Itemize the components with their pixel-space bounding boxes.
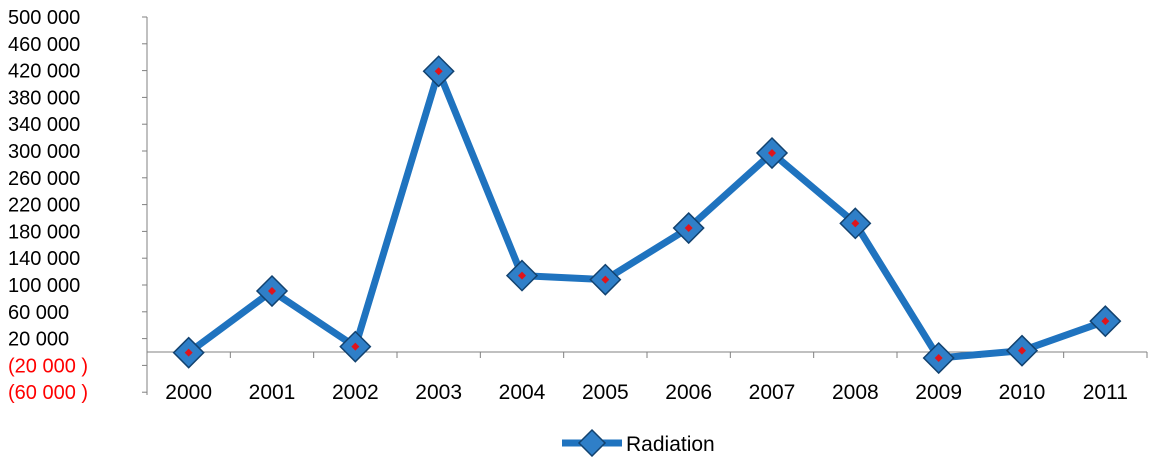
data-point-center — [518, 271, 526, 280]
data-point-center — [1101, 317, 1110, 326]
x-tick-label: 2005 — [582, 381, 629, 404]
data-point — [672, 211, 705, 245]
y-tick-label: 460 000 — [8, 34, 80, 56]
x-tick-label: 2010 — [999, 381, 1046, 404]
y-tick-label: 300 000 — [8, 141, 80, 163]
y-tick-label: (60 000 ) — [8, 382, 88, 404]
legend-label-radiation: Radiation — [626, 433, 715, 456]
series-line — [185, 67, 1109, 362]
data-point-center — [434, 67, 443, 76]
data-point — [839, 207, 872, 240]
y-tick-label: 500 000 — [8, 7, 80, 29]
y-tick-label: 20 000 — [8, 329, 69, 351]
x-tick-label: 2004 — [499, 381, 546, 404]
data-point-center — [934, 354, 943, 363]
data-point-center — [184, 348, 193, 357]
data-point — [1005, 334, 1039, 367]
data-point — [589, 263, 622, 296]
y-tick-label: 220 000 — [8, 195, 80, 217]
data-point-center — [768, 149, 776, 158]
legend: Radiation — [562, 428, 715, 457]
data-point-center — [601, 275, 610, 284]
y-tick-label: 420 000 — [8, 61, 80, 83]
data-point-center — [1018, 346, 1026, 355]
y-tick-label: 60 000 — [8, 302, 69, 324]
y-tick-label: 340 000 — [8, 114, 80, 136]
data-point-center — [684, 224, 693, 233]
legend-diamond-marker — [577, 428, 607, 457]
y-tick-label: 100 000 — [8, 275, 80, 297]
data-point-center — [268, 287, 276, 296]
x-tick-label: 2000 — [165, 381, 212, 404]
data-point — [505, 259, 539, 292]
y-tick-label: 380 000 — [8, 87, 80, 109]
y-tick-label: 140 000 — [8, 248, 80, 270]
data-point — [339, 330, 372, 363]
x-tick-label: 2002 — [332, 381, 379, 404]
x-axis: 2000 2001 2002 2003 2004 2005 2006 2007 2008 2009… — [146, 351, 1148, 404]
y-tick-label: 260 000 — [8, 168, 80, 190]
x-tick-label: 2009 — [915, 381, 962, 404]
data-point — [755, 136, 789, 170]
data-point — [1089, 305, 1122, 338]
x-tick-label: 2007 — [749, 381, 796, 404]
x-tick-label: 2008 — [832, 381, 879, 404]
data-point-center — [351, 342, 360, 351]
x-tick-label: 2011 — [1083, 381, 1128, 404]
x-tick-label: 2001 — [249, 381, 296, 404]
data-point — [922, 341, 955, 375]
series-radiation — [172, 55, 1122, 375]
y-axis: 500 000 460 000 420 000 380 000 340 000 300 0… — [8, 7, 148, 404]
data-point — [172, 336, 205, 369]
data-point — [422, 55, 455, 88]
x-tick-label: 2006 — [665, 381, 712, 404]
data-point-center — [851, 219, 860, 228]
y-tick-label: 180 000 — [8, 221, 80, 243]
data-point — [255, 274, 289, 308]
y-tick-label: (20 000 ) — [8, 355, 88, 377]
x-tick-label: 2003 — [415, 381, 462, 404]
